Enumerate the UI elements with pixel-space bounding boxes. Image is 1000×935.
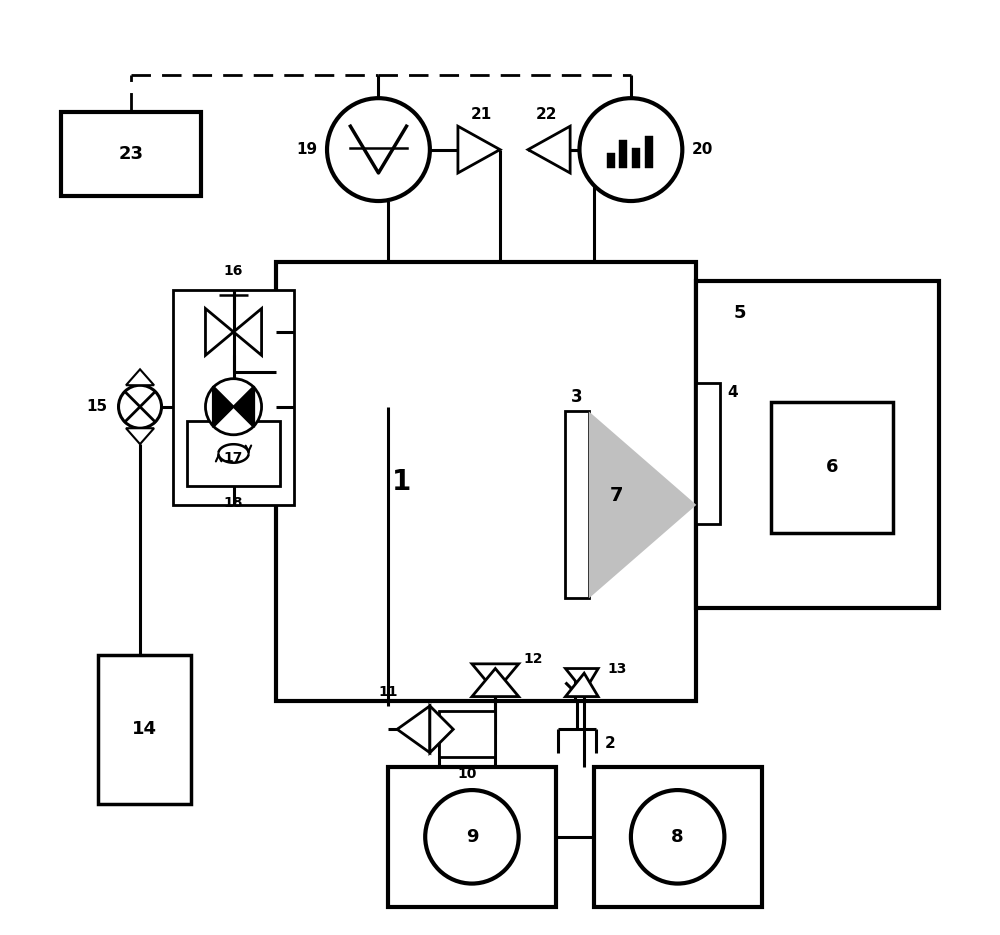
Circle shape	[327, 98, 430, 201]
Circle shape	[119, 385, 162, 428]
Text: 15: 15	[86, 399, 107, 414]
Text: 4: 4	[727, 385, 738, 400]
Polygon shape	[234, 386, 254, 427]
Text: 14: 14	[132, 720, 157, 739]
Text: 10: 10	[458, 768, 477, 781]
Text: 16: 16	[224, 265, 243, 278]
Polygon shape	[528, 126, 570, 173]
Text: 22: 22	[536, 107, 558, 122]
Polygon shape	[205, 309, 234, 355]
Text: 5: 5	[734, 304, 746, 323]
Text: 13: 13	[608, 662, 627, 675]
Polygon shape	[397, 706, 430, 753]
Polygon shape	[472, 664, 519, 692]
Bar	[61, 112, 201, 196]
Circle shape	[631, 790, 724, 884]
Polygon shape	[430, 706, 453, 753]
Bar	[388, 767, 556, 907]
Bar	[645, 136, 653, 168]
Text: 18: 18	[224, 496, 243, 510]
Bar	[173, 290, 294, 505]
Bar	[439, 711, 495, 757]
Text: 2: 2	[605, 736, 616, 751]
Text: 12: 12	[523, 653, 543, 666]
Text: 3: 3	[571, 388, 583, 407]
Bar	[565, 411, 589, 598]
Bar	[187, 421, 280, 486]
Polygon shape	[472, 669, 519, 697]
Text: 20: 20	[692, 142, 713, 157]
Text: 9: 9	[466, 827, 478, 846]
Polygon shape	[565, 673, 598, 697]
Polygon shape	[565, 669, 598, 692]
Text: 8: 8	[671, 827, 684, 846]
Bar	[696, 280, 939, 608]
Circle shape	[425, 790, 519, 884]
Bar	[98, 654, 191, 804]
Text: 11: 11	[378, 685, 398, 698]
Polygon shape	[126, 369, 154, 385]
Text: 6: 6	[826, 458, 838, 477]
Text: 23: 23	[118, 145, 143, 164]
Polygon shape	[458, 126, 500, 173]
Bar	[607, 153, 615, 168]
Polygon shape	[213, 386, 234, 427]
Polygon shape	[589, 411, 696, 598]
Bar	[771, 402, 893, 533]
Text: 21: 21	[471, 107, 492, 122]
Circle shape	[205, 379, 262, 435]
Polygon shape	[234, 309, 262, 355]
Bar	[276, 262, 696, 701]
Bar	[696, 383, 720, 524]
Text: 1: 1	[392, 468, 411, 496]
Text: 17: 17	[224, 452, 243, 465]
Text: 19: 19	[297, 142, 318, 157]
Bar	[594, 767, 762, 907]
Bar	[619, 140, 627, 168]
Bar	[632, 148, 640, 168]
Circle shape	[579, 98, 682, 201]
Polygon shape	[126, 428, 154, 444]
Text: 7: 7	[610, 486, 624, 505]
